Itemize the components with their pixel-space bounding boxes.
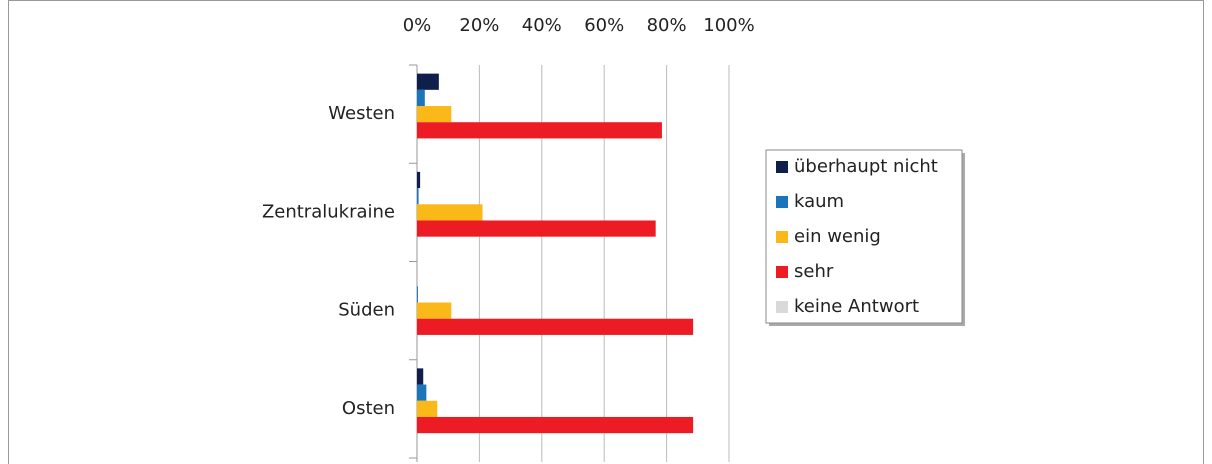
y-tick-label: Süden	[338, 300, 395, 321]
bar	[417, 400, 438, 417]
bar	[417, 220, 656, 237]
legend-swatch	[776, 266, 788, 278]
legend-label: keine Antwort	[794, 296, 919, 317]
legend-swatch	[776, 231, 788, 243]
x-tick-label: 0%	[403, 15, 432, 36]
bar	[417, 188, 419, 205]
bar	[417, 171, 421, 189]
bar	[417, 204, 483, 221]
legend-label: überhaupt nicht	[794, 156, 938, 177]
x-tick-label: 60%	[584, 15, 624, 36]
legend-swatch	[776, 301, 788, 313]
bar	[417, 122, 662, 139]
y-tick-label: Zentralukraine	[262, 201, 395, 222]
bar	[417, 89, 425, 107]
legend-label: kaum	[794, 191, 844, 212]
legend-swatch	[776, 196, 788, 208]
bar	[417, 106, 452, 123]
x-tick-label: 40%	[522, 15, 562, 36]
bar	[417, 318, 694, 335]
y-tick-label: Osten	[342, 398, 395, 419]
bar	[417, 416, 694, 434]
bar	[417, 73, 439, 90]
x-tick-label: 100%	[703, 15, 754, 36]
legend-swatch	[776, 161, 788, 173]
bar	[417, 286, 418, 303]
x-tick-label: 20%	[459, 15, 499, 36]
legend	[765, 149, 963, 324]
legend-label: ein wenig	[794, 226, 881, 247]
bar	[417, 384, 427, 401]
x-tick-label: 80%	[647, 15, 687, 36]
bar	[417, 368, 424, 385]
legend-label: sehr	[794, 261, 834, 282]
bar	[417, 302, 452, 319]
y-tick-label: Westen	[328, 103, 395, 124]
